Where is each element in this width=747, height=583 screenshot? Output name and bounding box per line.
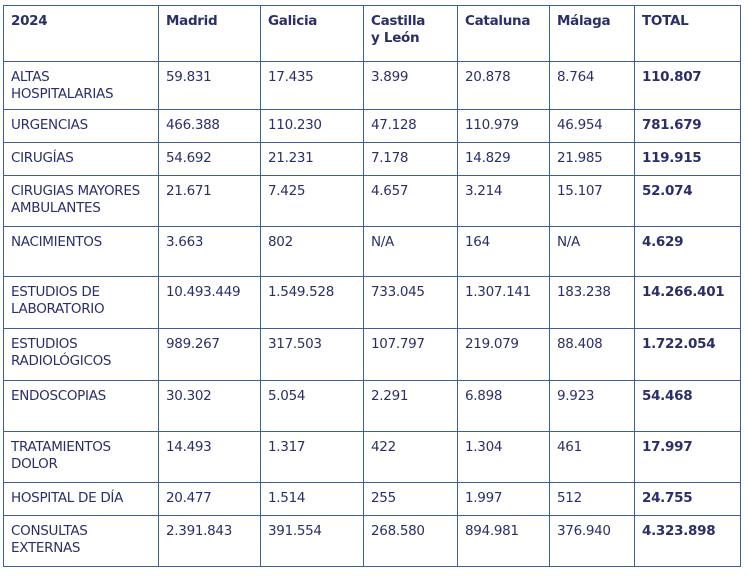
table-row: TRATAMIENTOS DOLOR 14.493 1.317 422 1.304 461… bbox=[3, 431, 741, 483]
hospital-activity-table: 2024 Madrid Galicia Castilla y León Cata… bbox=[3, 5, 741, 567]
row-label: CONSULTAS EXTERNAS bbox=[3, 515, 159, 567]
row-total: 14.266.401 bbox=[634, 276, 741, 329]
table-cell: 512 bbox=[549, 482, 635, 516]
table-cell: 219.079 bbox=[457, 328, 550, 381]
table-cell: 422 bbox=[363, 431, 458, 483]
table-cell: 14.493 bbox=[158, 431, 261, 483]
row-label: ALTAS HOSPITALARIAS bbox=[3, 61, 159, 110]
table-cell: 733.045 bbox=[363, 276, 458, 329]
table-cell: 989.267 bbox=[158, 328, 261, 381]
table-cell: 391.554 bbox=[260, 515, 364, 567]
header-madrid: Madrid bbox=[158, 5, 261, 62]
table-row: URGENCIAS 466.388 110.230 47.128 110.979 46.9… bbox=[3, 109, 741, 143]
table-cell: 110.979 bbox=[457, 109, 550, 143]
row-label: HOSPITAL DE DÍA bbox=[3, 482, 159, 516]
table-cell: 268.580 bbox=[363, 515, 458, 567]
table-cell: 21.985 bbox=[549, 142, 635, 176]
table-cell: 3.663 bbox=[158, 226, 261, 277]
table-cell: 6.898 bbox=[457, 380, 550, 432]
table-row: CONSULTAS EXTERNAS 2.391.843 391.554 268.58… bbox=[3, 515, 741, 567]
table-row: ESTUDIOS DE LABORATORIO 10.493.449 1.549.5… bbox=[3, 276, 741, 329]
table-cell: 88.408 bbox=[549, 328, 635, 381]
table-cell: 1.997 bbox=[457, 482, 550, 516]
header-cataluna: Cataluna bbox=[457, 5, 550, 62]
table-cell: 4.657 bbox=[363, 175, 458, 227]
table-cell: 7.425 bbox=[260, 175, 364, 227]
table-cell: 317.503 bbox=[260, 328, 364, 381]
table-row: NACIMIENTOS 3.663 802 N/A 164 N/A 4.629 bbox=[3, 226, 741, 277]
table-cell: 1.549.528 bbox=[260, 276, 364, 329]
row-label: ESTUDIOS DE LABORATORIO bbox=[3, 276, 159, 329]
table-cell: 255 bbox=[363, 482, 458, 516]
row-total: 781.679 bbox=[634, 109, 741, 143]
table-row: CIRUGÍAS 54.692 21.231 7.178 14.829 21.985 119… bbox=[3, 142, 741, 176]
row-total: 4.323.898 bbox=[634, 515, 741, 567]
row-total: 119.915 bbox=[634, 142, 741, 176]
table-cell: 47.128 bbox=[363, 109, 458, 143]
table-cell: 17.435 bbox=[260, 61, 364, 110]
table-cell: 110.230 bbox=[260, 109, 364, 143]
table-cell: 20.477 bbox=[158, 482, 261, 516]
table-cell: 466.388 bbox=[158, 109, 261, 143]
row-label: URGENCIAS bbox=[3, 109, 159, 143]
table-row: CIRUGIAS MAYORES AMBULANTES 21.671 7.425 4.… bbox=[3, 175, 741, 227]
table-cell: 59.831 bbox=[158, 61, 261, 110]
row-label: CIRUGÍAS bbox=[3, 142, 159, 176]
table-cell: 21.231 bbox=[260, 142, 364, 176]
row-total: 17.997 bbox=[634, 431, 741, 483]
table-cell: 20.878 bbox=[457, 61, 550, 110]
row-label: CIRUGIAS MAYORES AMBULANTES bbox=[3, 175, 159, 227]
header-galicia: Galicia bbox=[260, 5, 364, 62]
table-cell: N/A bbox=[549, 226, 635, 277]
header-row: 2024 Madrid Galicia Castilla y León Cata… bbox=[3, 5, 741, 62]
row-total: 4.629 bbox=[634, 226, 741, 277]
table-cell: 802 bbox=[260, 226, 364, 277]
table-row: ESTUDIOS RADIOLÓGICOS 989.267 317.503 107.7… bbox=[3, 328, 741, 381]
header-castilla-y-leon: Castilla y León bbox=[363, 5, 458, 62]
row-label: ENDOSCOPIAS bbox=[3, 380, 159, 432]
row-total: 24.755 bbox=[634, 482, 741, 516]
table-row: ALTAS HOSPITALARIAS 59.831 17.435 3.899 20.8… bbox=[3, 61, 741, 110]
table-cell: 8.764 bbox=[549, 61, 635, 110]
table-cell: 21.671 bbox=[158, 175, 261, 227]
table-cell: 376.940 bbox=[549, 515, 635, 567]
table-cell: 15.107 bbox=[549, 175, 635, 227]
table-cell: 1.514 bbox=[260, 482, 364, 516]
table-cell: 46.954 bbox=[549, 109, 635, 143]
table-cell: 9.923 bbox=[549, 380, 635, 432]
table-cell: 1.307.141 bbox=[457, 276, 550, 329]
row-total: 54.468 bbox=[634, 380, 741, 432]
row-total: 110.807 bbox=[634, 61, 741, 110]
row-label: ESTUDIOS RADIOLÓGICOS bbox=[3, 328, 159, 381]
table-cell: 3.899 bbox=[363, 61, 458, 110]
table-cell: 461 bbox=[549, 431, 635, 483]
table-cell: 164 bbox=[457, 226, 550, 277]
table-cell: 7.178 bbox=[363, 142, 458, 176]
table-cell: 894.981 bbox=[457, 515, 550, 567]
table-cell: 1.317 bbox=[260, 431, 364, 483]
table-cell: 183.238 bbox=[549, 276, 635, 329]
header-malaga: Málaga bbox=[549, 5, 635, 62]
row-label: NACIMIENTOS bbox=[3, 226, 159, 277]
table-cell: 3.214 bbox=[457, 175, 550, 227]
table-cell: 1.304 bbox=[457, 431, 550, 483]
table-cell: 5.054 bbox=[260, 380, 364, 432]
table-cell: 2.391.843 bbox=[158, 515, 261, 567]
table-cell: 107.797 bbox=[363, 328, 458, 381]
table-cell: 10.493.449 bbox=[158, 276, 261, 329]
row-label: TRATAMIENTOS DOLOR bbox=[3, 431, 159, 483]
table-cell: N/A bbox=[363, 226, 458, 277]
row-total: 1.722.054 bbox=[634, 328, 741, 381]
row-total: 52.074 bbox=[634, 175, 741, 227]
table-cell: 30.302 bbox=[158, 380, 261, 432]
table-cell: 54.692 bbox=[158, 142, 261, 176]
table-row: ENDOSCOPIAS 30.302 5.054 2.291 6.898 9.923 54.… bbox=[3, 380, 741, 432]
table-row: HOSPITAL DE DÍA 20.477 1.514 255 1.997 512 24.… bbox=[3, 482, 741, 516]
header-year: 2024 bbox=[3, 5, 159, 62]
table-cell: 14.829 bbox=[457, 142, 550, 176]
header-total: TOTAL bbox=[634, 5, 741, 62]
table-cell: 2.291 bbox=[363, 380, 458, 432]
